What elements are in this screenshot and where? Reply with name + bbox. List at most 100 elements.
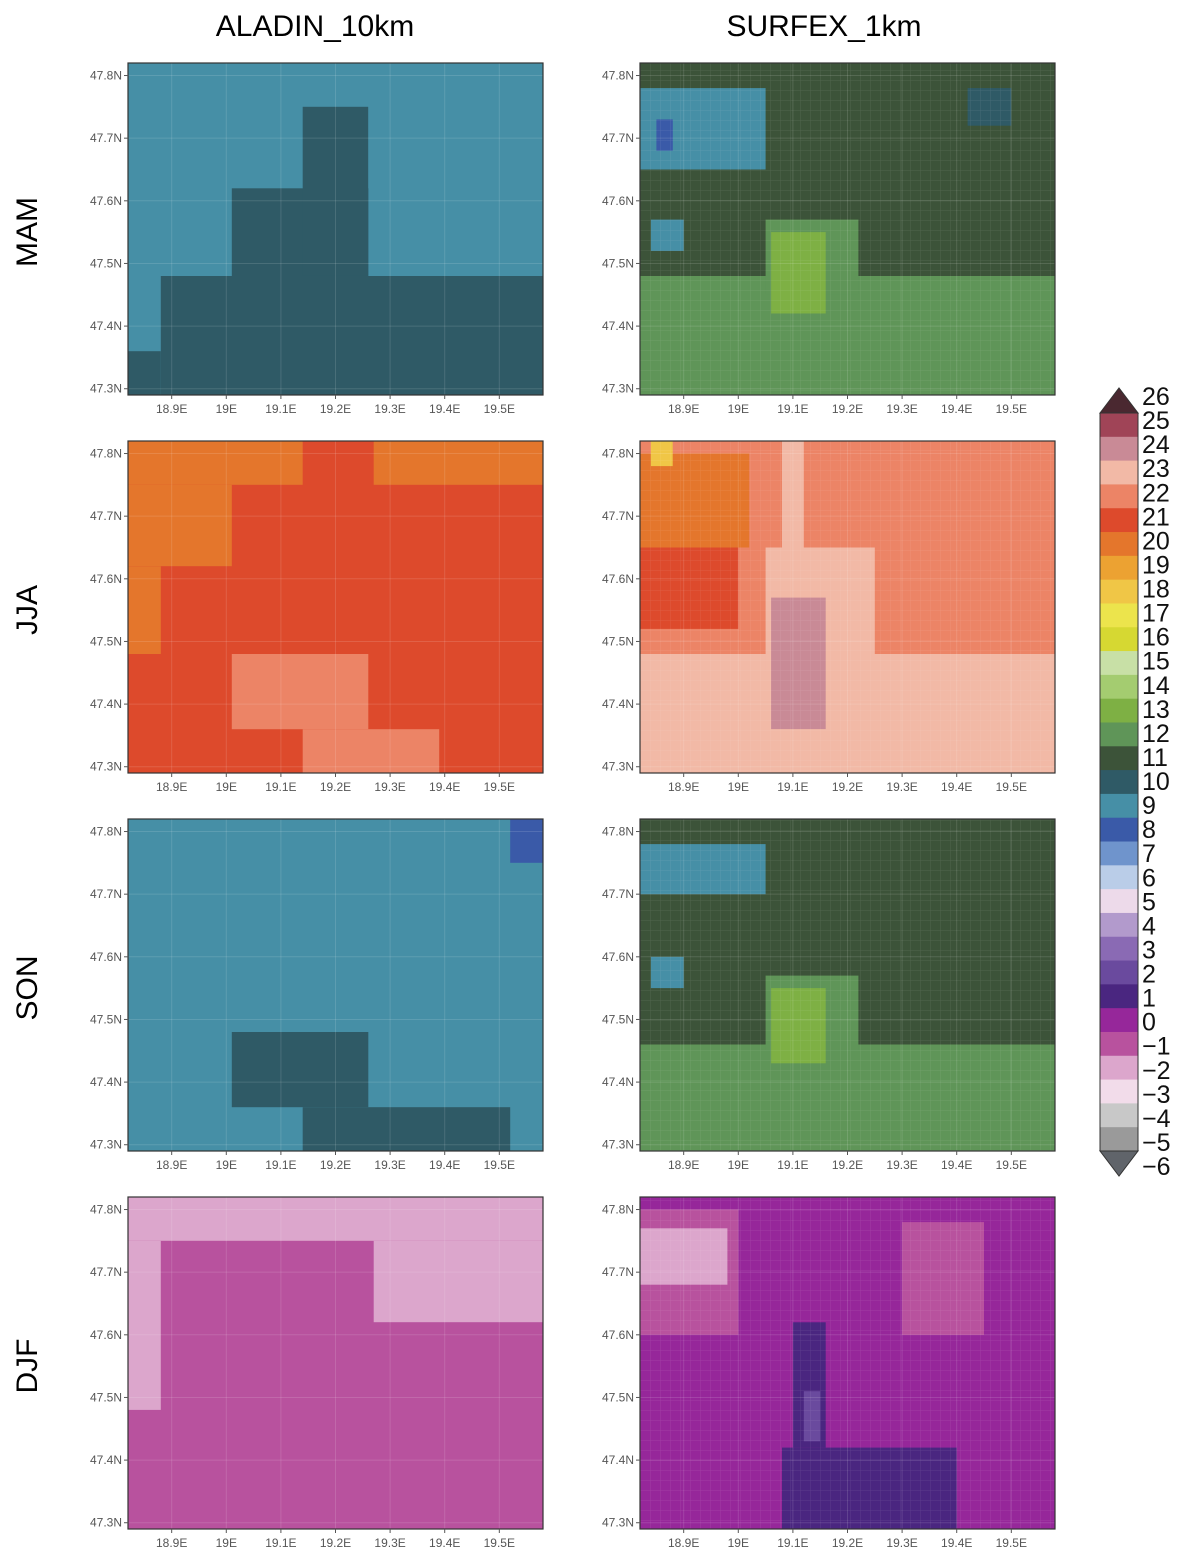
y-tick-label: 47.7N	[602, 509, 634, 523]
column-title-aladin: ALADIN_10km	[216, 10, 414, 43]
x-tick-label: 19E	[728, 402, 749, 416]
x-tick-label: 18.9E	[668, 780, 699, 794]
y-tick-label: 47.6N	[90, 194, 122, 208]
colorbar-segment	[1100, 1103, 1138, 1128]
x-tick-label: 19.3E	[886, 780, 917, 794]
x-tick-label: 19.2E	[832, 1536, 863, 1550]
x-tick-label: 19E	[216, 402, 237, 416]
colorbar-segment	[1100, 508, 1138, 533]
heatmap-cell	[128, 484, 232, 567]
colorbar-segment	[1100, 889, 1138, 914]
y-tick-label: 47.6N	[90, 572, 122, 586]
panel-djf-aladin: 18.9E 19E 19.1E 19.2E 19.3E 19.4E 19.5E 47.8N 47…	[90, 1196, 544, 1550]
x-tick-label: 19E	[728, 780, 749, 794]
x-tick-label: 19.5E	[996, 780, 1027, 794]
colorbar-segment	[1100, 1031, 1138, 1057]
colorbar-segment	[1100, 746, 1138, 771]
y-tick-label: 47.8N	[602, 825, 634, 839]
colorbar-label: 4	[1142, 912, 1156, 940]
x-tick-label: 19.2E	[320, 1536, 351, 1550]
y-tick-label: 47.5N	[90, 1390, 122, 1404]
y-tick-label: 47.6N	[90, 1328, 122, 1342]
x-tick-label: 19.5E	[484, 1158, 515, 1172]
colorbar-segment	[1100, 936, 1138, 962]
y-tick-label: 47.3N	[90, 760, 122, 774]
x-tick-label: 19E	[216, 780, 237, 794]
x-tick-label: 19E	[216, 1536, 237, 1550]
y-tick-label: 47.5N	[90, 256, 122, 270]
colorbar-segment	[1100, 960, 1138, 985]
colorbar-segment	[1100, 603, 1138, 628]
colorbar-label: 17	[1142, 600, 1170, 628]
x-tick-label: 18.9E	[668, 1536, 699, 1550]
colorbar-label: 10	[1142, 768, 1170, 796]
colorbar-label: 11	[1142, 744, 1168, 772]
y-tick-label: 47.6N	[90, 950, 122, 964]
y-tick-label: 47.7N	[90, 887, 122, 901]
colorbar-label: 1	[1142, 985, 1156, 1013]
fine-grid-overlay	[640, 441, 1055, 773]
colorbar-label: −3	[1142, 1081, 1171, 1109]
x-tick-label: 19.4E	[429, 1158, 460, 1172]
panel-mam-surfex: 18.9E 19E 19.1E 19.2E 19.3E 19.4E 19.5E 47.8N 47…	[602, 62, 1056, 416]
colorbar-segment	[1100, 579, 1138, 604]
y-tick-label: 47.7N	[602, 1265, 634, 1279]
colorbar-segment	[1100, 555, 1138, 581]
y-tick-label: 47.5N	[602, 1390, 634, 1404]
x-tick-label: 19.3E	[886, 1158, 917, 1172]
row-title-mam: MAM	[11, 197, 44, 267]
y-tick-label: 47.4N	[602, 697, 634, 711]
y-tick-label: 47.3N	[602, 1138, 634, 1152]
y-tick-label: 47.3N	[602, 1516, 634, 1530]
heatmap-cell	[128, 1197, 543, 1241]
colorbar-label: −4	[1142, 1105, 1171, 1133]
heatmap-cell	[373, 441, 543, 485]
x-tick-label: 19.1E	[777, 1536, 808, 1550]
y-tick-label: 47.5N	[602, 634, 634, 648]
panel-mam-aladin: 18.9E 19E 19.1E 19.2E 19.3E 19.4E 19.5E 47.8N 47…	[90, 62, 544, 416]
colorbar-segment	[1100, 413, 1138, 438]
y-tick-label: 47.8N	[602, 447, 634, 461]
x-tick-label: 19E	[728, 1158, 749, 1172]
row-title-son: SON	[11, 955, 44, 1020]
colorbar-label: 25	[1142, 407, 1170, 435]
colorbar-segment	[1100, 532, 1138, 557]
panel-jja-surfex: 18.9E 19E 19.1E 19.2E 19.3E 19.4E 19.5E 47.8N 47…	[602, 440, 1056, 794]
y-tick-label: 47.3N	[90, 1138, 122, 1152]
x-tick-label: 19.5E	[996, 402, 1027, 416]
x-tick-label: 19.1E	[777, 1158, 808, 1172]
heatmap-cell	[302, 106, 369, 276]
colorbar-label: 7	[1142, 840, 1156, 868]
x-tick-label: 19.1E	[265, 780, 296, 794]
panel-son-aladin: 18.9E 19E 19.1E 19.2E 19.3E 19.4E 19.5E 47.8N 47…	[90, 818, 544, 1172]
y-tick-label: 47.7N	[602, 887, 634, 901]
row-title-djf: DJF	[11, 1339, 44, 1394]
colorbar-segment	[1100, 460, 1138, 485]
colorbar-segment	[1100, 984, 1138, 1009]
y-tick-label: 47.5N	[602, 256, 634, 270]
x-tick-label: 19.2E	[320, 780, 351, 794]
x-tick-label: 19.4E	[941, 1536, 972, 1550]
colorbar-label: 5	[1142, 888, 1156, 916]
y-tick-label: 47.4N	[90, 697, 122, 711]
x-tick-label: 19.4E	[941, 402, 972, 416]
fine-grid-overlay	[640, 819, 1055, 1151]
y-tick-label: 47.5N	[90, 1012, 122, 1026]
colorbar: 2625242322212019181716151413121110987654…	[1098, 383, 1171, 1181]
y-tick-label: 47.4N	[90, 1453, 122, 1467]
colorbar-label: 24	[1142, 431, 1170, 459]
colorbar-segment	[1100, 841, 1138, 866]
y-tick-label: 47.7N	[602, 131, 634, 145]
colorbar-label: 0	[1142, 1009, 1156, 1037]
x-tick-label: 18.9E	[156, 780, 187, 794]
x-tick-label: 18.9E	[668, 1158, 699, 1172]
y-tick-label: 47.8N	[90, 1203, 122, 1217]
colorbar-label: 20	[1142, 527, 1170, 555]
heatmap-cell	[302, 729, 440, 773]
x-tick-label: 19.1E	[265, 1536, 296, 1550]
y-tick-label: 47.8N	[602, 1203, 634, 1217]
x-tick-label: 19.5E	[484, 1536, 515, 1550]
colorbar-label: 9	[1142, 792, 1156, 820]
y-tick-label: 47.8N	[90, 825, 122, 839]
x-tick-label: 19.1E	[265, 1158, 296, 1172]
